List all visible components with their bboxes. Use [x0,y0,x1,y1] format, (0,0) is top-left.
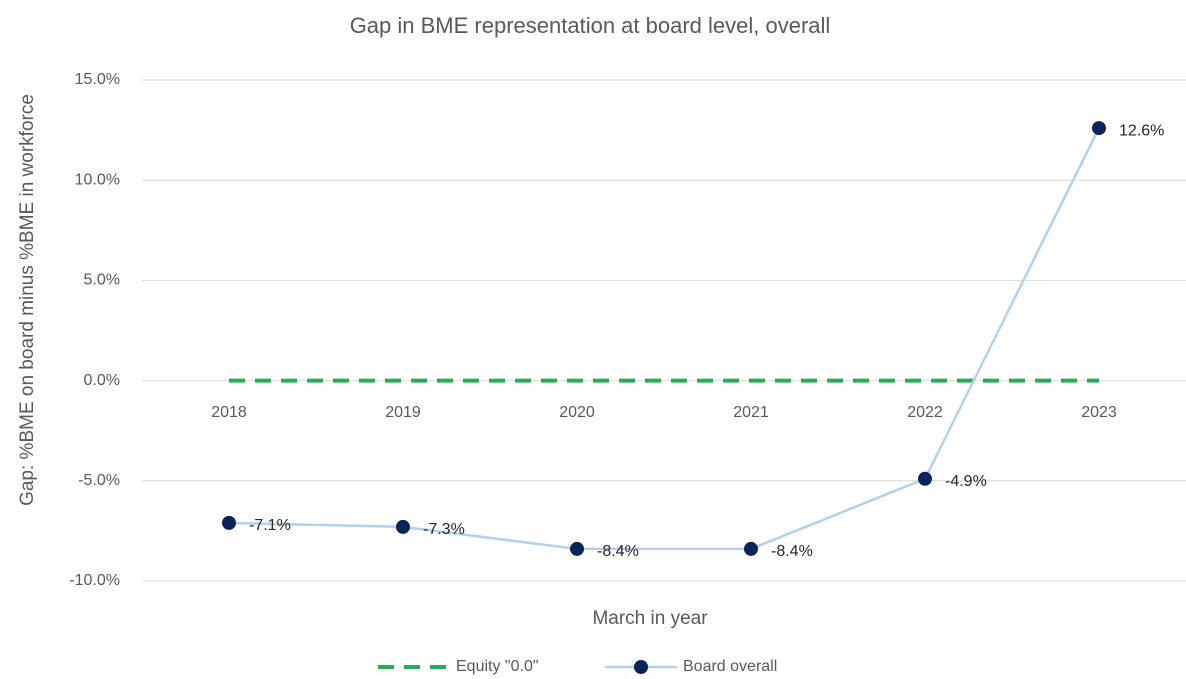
data-point [744,541,758,556]
data-point [396,519,410,534]
data-label: -7.1% [249,517,291,534]
data-point [1092,121,1106,136]
legend-label: Equity "0.0" [456,658,539,675]
x-tick-label: 2023 [1081,404,1117,421]
data-label: -8.4% [597,543,639,560]
data-label: -4.9% [945,473,987,490]
x-tick-label: 2019 [385,404,421,421]
data-point [570,541,584,556]
chart-title: Gap in BME representation at board level… [350,13,831,38]
y-tick-label: 15.0% [75,71,120,88]
y-tick-label: -5.0% [78,472,120,489]
data-point [222,515,236,530]
data-label: 12.6% [1119,122,1164,139]
legend-marker [634,660,648,674]
series-line [228,127,1101,551]
data-label: -8.4% [771,543,813,560]
y-tick-label: 10.0% [75,171,120,188]
legend-label: Board overall [683,658,777,675]
data-point [918,471,932,486]
x-tick-label: 2020 [559,404,595,421]
x-tick-label: 2021 [733,404,769,421]
x-tick-label: 2018 [211,404,247,421]
y-tick-label: 5.0% [84,272,120,289]
y-axis-title: Gap: %BME on board minus %BME in workfor… [17,94,38,506]
data-label: -7.3% [423,521,465,538]
x-tick-label: 2022 [907,404,943,421]
x-axis-title: March in year [592,608,708,629]
y-tick-label: 0.0% [84,372,120,389]
y-tick-label: -10.0% [69,572,120,589]
